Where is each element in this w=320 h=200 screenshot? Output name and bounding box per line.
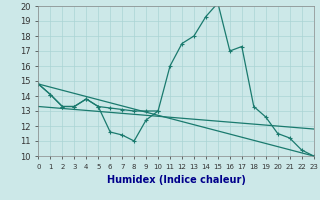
X-axis label: Humidex (Indice chaleur): Humidex (Indice chaleur) <box>107 175 245 185</box>
